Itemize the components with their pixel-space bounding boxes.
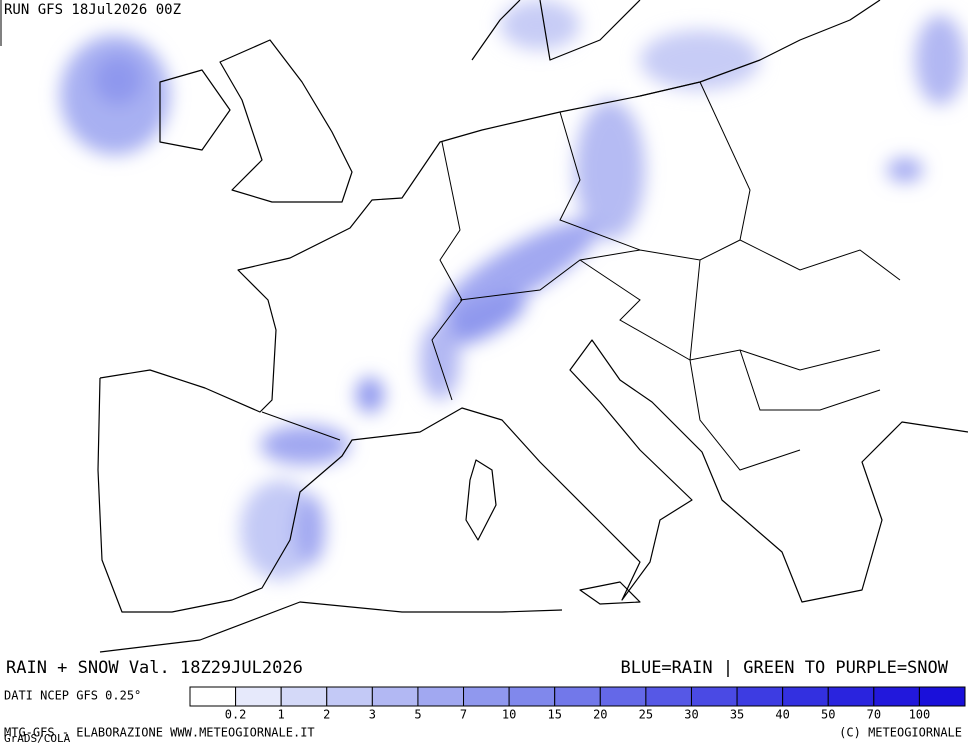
legend-label: 10: [502, 708, 516, 722]
legend-label: 40: [775, 708, 789, 722]
legend-label: 100: [909, 708, 931, 722]
legend-label: 15: [547, 708, 561, 722]
legend-box: [554, 686, 601, 707]
color-legend: 0.2 1 2 3 5 7 10 15 20 25 30 35 40 50 70 100: [189, 686, 966, 722]
run-label: RUN GFS 18Jul2026 00Z: [4, 2, 181, 18]
legend-label: 30: [684, 708, 698, 722]
legend-label: 2: [323, 708, 330, 722]
legend-label: 70: [867, 708, 881, 722]
data-source: DATI NCEP GFS 0.25°: [4, 689, 141, 703]
legend-box: [417, 686, 465, 707]
legend-box: [508, 686, 556, 707]
footer-title: RAIN + SNOW Val. 18Z29JUL2026: [6, 658, 303, 678]
legend-label: 50: [821, 708, 835, 722]
legend-box: [736, 686, 784, 707]
legend-label: 35: [730, 708, 744, 722]
legend-box: [371, 686, 419, 707]
legend-box: [690, 686, 738, 707]
legend-label: 0.2: [225, 708, 247, 722]
grads: GrADS/COLA: [4, 732, 71, 745]
legend-box: [280, 686, 328, 707]
legend-box: [645, 686, 692, 707]
legend-box: [599, 686, 647, 707]
legend-box: [326, 686, 373, 707]
footer-legend-note: BLUE=RAIN | GREEN TO PURPLE=SNOW: [620, 658, 948, 678]
legend-box: [827, 686, 875, 707]
processing: MTG-GFS - ELABORAZIONE WWW.METEOGIORNALE…: [4, 726, 315, 740]
legend-label: 3: [369, 708, 376, 722]
copyright: (C) METEOGIORNALE: [839, 726, 962, 740]
coastlines: [97, 0, 968, 653]
borders: [261, 81, 901, 471]
legend-label: 1: [278, 708, 285, 722]
legend-label: 20: [593, 708, 607, 722]
legend-box: [918, 686, 966, 707]
legend-label: 25: [639, 708, 653, 722]
legend-label: 5: [414, 708, 421, 722]
legend-box: [189, 686, 237, 707]
legend-box: [782, 686, 829, 707]
legend-box: [235, 686, 282, 707]
legend-label: 7: [460, 708, 467, 722]
legend-box: [873, 686, 920, 707]
legend-box: [463, 686, 510, 707]
